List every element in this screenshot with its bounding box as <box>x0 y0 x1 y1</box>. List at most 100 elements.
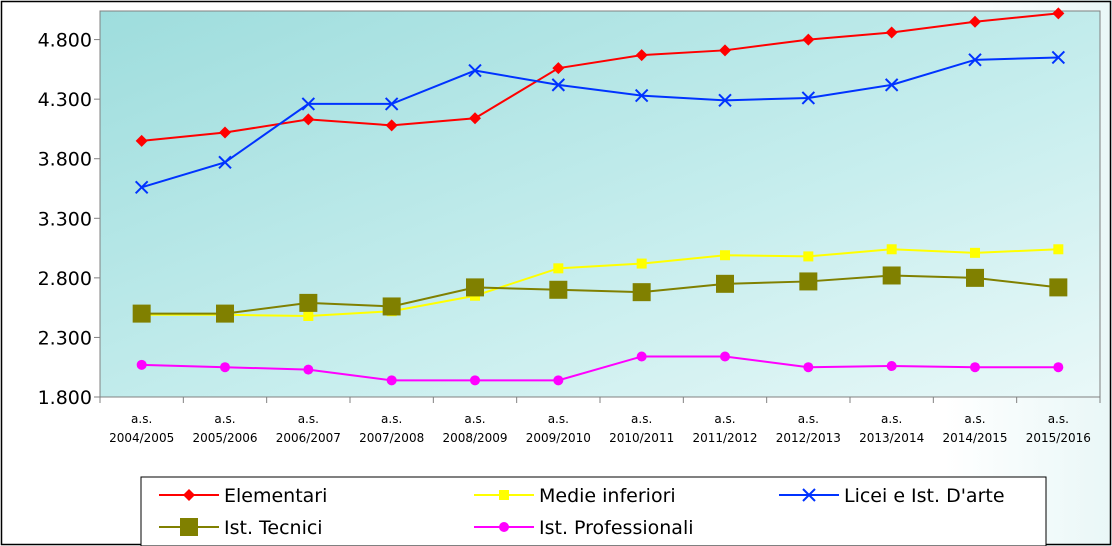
data-point <box>884 78 899 92</box>
data-point <box>1053 362 1064 373</box>
legend-item: Medie inferiori <box>474 485 676 507</box>
data-point <box>466 278 484 297</box>
legend-item: Ist. Professionali <box>474 517 694 539</box>
series-line <box>141 12 1059 142</box>
data-point <box>886 361 897 372</box>
data-point <box>549 280 568 299</box>
legend-box <box>140 476 1047 546</box>
data-point <box>132 304 151 323</box>
series-elementari <box>135 7 1065 147</box>
data-point <box>1053 244 1064 255</box>
x-tick-label: 2013/2014 <box>859 431 924 445</box>
x-tick-label: a.s. <box>548 412 569 426</box>
x-tick-label: 2007/2008 <box>359 431 424 445</box>
series-layer <box>132 7 1068 386</box>
data-point <box>632 283 651 302</box>
data-point <box>386 375 397 386</box>
x-tick-label: 2015/2016 <box>1026 431 1091 445</box>
x-tick-label: a.s. <box>298 412 319 426</box>
y-tick-label: 2.300 <box>38 327 92 349</box>
x-tick-label: a.s. <box>1048 412 1069 426</box>
data-point <box>218 155 232 170</box>
x-tick-label: a.s. <box>214 412 235 426</box>
data-point <box>468 63 482 78</box>
data-point <box>302 113 315 126</box>
data-point <box>803 362 814 373</box>
data-point <box>469 112 481 125</box>
y-tick-label: 4.300 <box>38 89 92 111</box>
legend-marker <box>499 490 509 500</box>
data-point <box>966 268 984 287</box>
y-tick-label: 3.800 <box>38 149 92 171</box>
data-point <box>882 266 901 285</box>
legend-marker <box>499 522 509 532</box>
data-point <box>886 244 897 255</box>
series-line <box>141 248 1059 317</box>
y-tick-label: 2.800 <box>38 268 92 290</box>
data-point <box>1052 7 1065 20</box>
data-point <box>553 375 564 386</box>
legend-label: Elementari <box>224 485 327 507</box>
data-point <box>219 126 231 139</box>
x-tick-label: a.s. <box>131 412 152 426</box>
data-point <box>382 297 401 316</box>
plot-area <box>99 10 1101 398</box>
axes: 1.800 2.300 2.800 3.300 3.800 4.300 4.800 a.s. 2… <box>38 11 1101 445</box>
data-point <box>636 258 647 269</box>
data-point <box>303 310 314 321</box>
legend: Elementari Medie inferiori Licei e Ist. D'… <box>140 476 1047 546</box>
series-line <box>141 355 1059 382</box>
data-point <box>718 93 732 108</box>
data-point <box>802 33 815 46</box>
y-tick-label: 1.800 <box>38 387 92 409</box>
series-ist-professionali <box>136 351 1064 386</box>
data-point <box>385 119 398 132</box>
data-point <box>716 274 734 293</box>
x-tick-label: 2009/2010 <box>526 431 591 445</box>
series-licei-e-ist-d-arte <box>134 50 1066 195</box>
data-point <box>720 250 730 261</box>
data-point <box>970 247 980 258</box>
x-tick-label: 2012/2013 <box>776 431 841 445</box>
y-tick-label: 4.800 <box>38 30 92 52</box>
series-ist-tecnici <box>132 266 1068 323</box>
data-point <box>635 49 648 62</box>
data-point <box>470 375 480 386</box>
data-point <box>551 78 566 92</box>
data-point <box>553 263 564 274</box>
x-tick-label: 2008/2009 <box>442 431 507 445</box>
data-point <box>1051 50 1066 65</box>
data-point <box>803 251 814 262</box>
x-tick-label: 2011/2012 <box>692 431 757 445</box>
data-point <box>968 53 982 67</box>
data-point <box>799 272 818 291</box>
y-tick-label: 3.300 <box>38 208 92 230</box>
x-tick-label: 2014/2015 <box>942 431 1007 445</box>
data-point <box>216 304 234 323</box>
legend-label: Licei e Ist. D'arte <box>844 485 1005 507</box>
series-line <box>141 274 1059 315</box>
data-point <box>134 180 149 195</box>
data-point <box>969 15 981 28</box>
data-point <box>634 88 649 103</box>
x-tick-label: a.s. <box>881 412 902 426</box>
legend-item: Elementari <box>159 485 327 507</box>
data-point <box>301 97 316 111</box>
legend-item: Ist. Tecnici <box>159 517 323 539</box>
data-point <box>801 91 816 105</box>
data-point <box>885 26 898 39</box>
legend-marker <box>183 489 195 501</box>
x-tick-label: a.s. <box>964 412 985 426</box>
data-point <box>719 44 731 57</box>
x-tick-label: a.s. <box>798 412 819 426</box>
x-tick-label: a.s. <box>714 412 735 426</box>
legend-label: Ist. Professionali <box>539 517 694 539</box>
legend-item: Licei e Ist. D'arte <box>779 485 1005 507</box>
x-tick-label: a.s. <box>631 412 652 426</box>
data-point <box>135 134 148 147</box>
x-tick-label: 2010/2011 <box>609 431 674 445</box>
x-tick-label: 2005/2006 <box>192 431 257 445</box>
data-point <box>636 351 647 362</box>
